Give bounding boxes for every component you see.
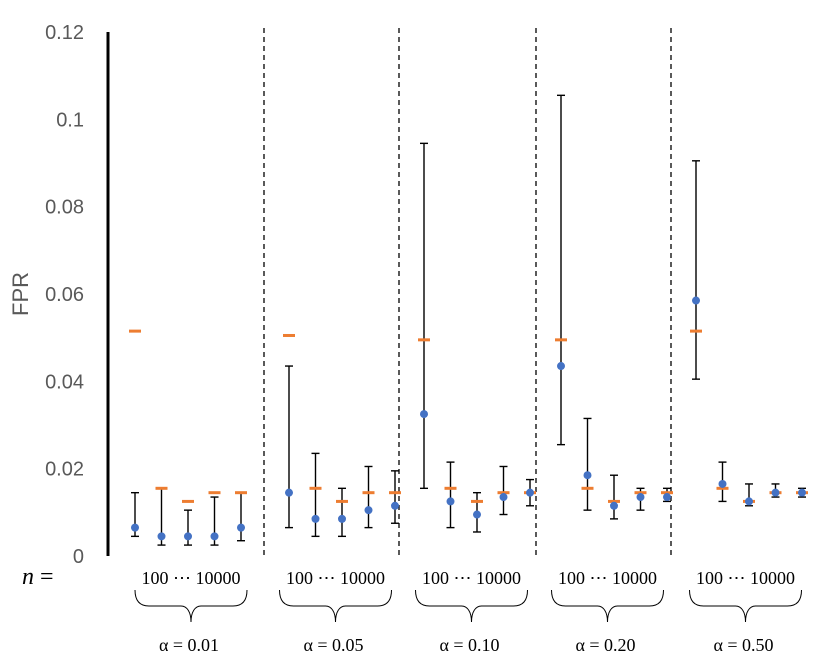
data-marks bbox=[129, 94, 808, 546]
mean-point bbox=[473, 510, 481, 519]
y-tick-label: 0.1 bbox=[56, 109, 84, 131]
n-label-eq: = bbox=[40, 564, 54, 590]
group-1 bbox=[129, 329, 247, 546]
group-labels: 100 ⋯ 10000 α = 0.01 100 ⋯ 10000 α = 0.05 10… bbox=[134, 568, 802, 655]
y-tick-label: 0.08 bbox=[45, 197, 84, 219]
group-brace bbox=[689, 589, 802, 623]
y-tick-label: 0.12 bbox=[45, 22, 84, 44]
alpha-label: α = 0.50 bbox=[713, 635, 773, 655]
mean-point bbox=[583, 471, 592, 480]
group-5 bbox=[690, 160, 808, 507]
mean-point bbox=[237, 523, 245, 532]
mean-point bbox=[446, 497, 455, 506]
mean-point bbox=[391, 501, 399, 510]
group-brace bbox=[134, 589, 248, 623]
alpha-label: α = 0.05 bbox=[303, 635, 363, 655]
mean-point bbox=[364, 506, 373, 515]
mean-point bbox=[311, 514, 320, 523]
mean-point bbox=[499, 493, 508, 502]
alpha-label: α = 0.20 bbox=[575, 635, 635, 655]
y-axis-label: FPR bbox=[8, 272, 33, 316]
mean-point bbox=[610, 501, 618, 510]
y-tick-label: 0.04 bbox=[45, 371, 84, 393]
alpha-label: α = 0.01 bbox=[159, 635, 219, 655]
alpha-label: α = 0.10 bbox=[439, 635, 499, 655]
mean-point bbox=[210, 532, 219, 541]
mean-point bbox=[663, 493, 671, 502]
group-separators bbox=[263, 28, 672, 556]
group-3 bbox=[418, 142, 536, 533]
n-range-label: 100 ⋯ 10000 bbox=[696, 568, 795, 588]
mean-point bbox=[771, 488, 780, 497]
mean-point bbox=[692, 296, 700, 305]
n-range-label: 100 ⋯ 10000 bbox=[558, 568, 657, 588]
n-label-var: n bbox=[22, 564, 34, 590]
mean-point bbox=[718, 479, 727, 488]
mean-point bbox=[557, 362, 565, 371]
mean-point bbox=[745, 497, 753, 506]
mean-point bbox=[338, 514, 346, 523]
mean-point bbox=[420, 410, 428, 419]
group-brace bbox=[415, 589, 528, 623]
mean-point bbox=[798, 488, 806, 497]
mean-point bbox=[285, 488, 293, 497]
group-2 bbox=[283, 333, 401, 538]
mean-point bbox=[636, 493, 645, 502]
group-brace bbox=[279, 589, 392, 623]
n-range-label: 100 ⋯ 10000 bbox=[422, 568, 521, 588]
mean-point bbox=[526, 488, 534, 497]
y-axis-ticks: 0 0.02 0.04 0.06 0.08 0.1 0.12 bbox=[45, 22, 84, 568]
mean-point bbox=[131, 523, 139, 532]
group-4 bbox=[555, 94, 673, 520]
n-range-label: 100 ⋯ 10000 bbox=[142, 568, 241, 588]
y-tick-label: 0.06 bbox=[45, 284, 84, 306]
n-range-label: 100 ⋯ 10000 bbox=[286, 568, 385, 588]
mean-point bbox=[157, 532, 166, 541]
y-tick-label: 0 bbox=[73, 546, 84, 568]
group-brace bbox=[551, 589, 664, 623]
mean-point bbox=[184, 532, 192, 541]
y-tick-label: 0.02 bbox=[45, 459, 84, 481]
n-label: n = bbox=[22, 564, 54, 590]
